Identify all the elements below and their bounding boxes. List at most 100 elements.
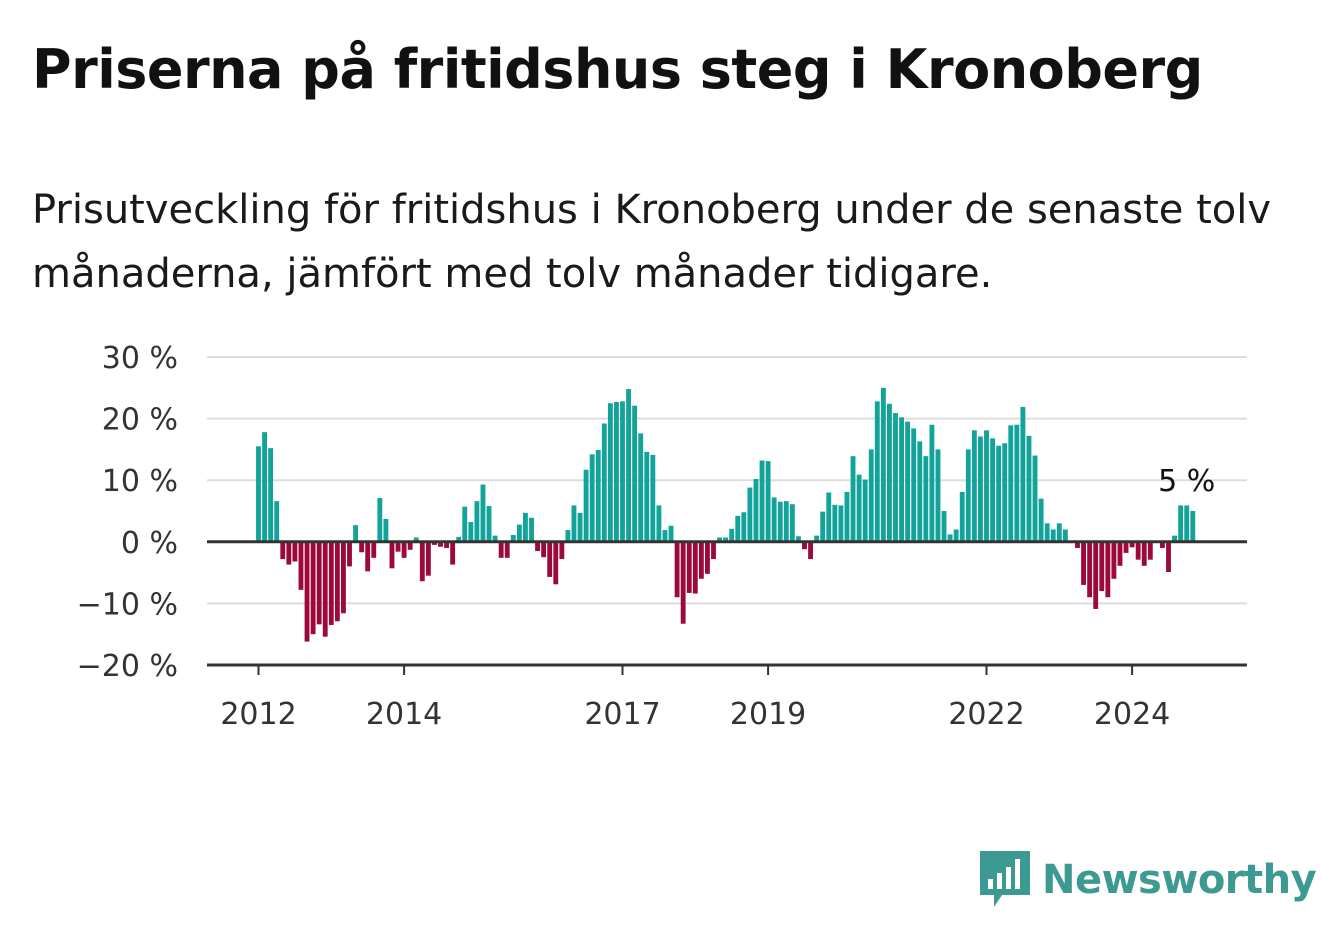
bar <box>1002 443 1008 542</box>
bar <box>856 474 862 542</box>
bar <box>698 541 704 579</box>
bar <box>280 541 286 560</box>
bar <box>765 461 771 542</box>
bar <box>850 456 856 542</box>
bar <box>401 541 407 558</box>
bar <box>413 537 419 542</box>
bar <box>268 448 274 542</box>
bar <box>644 451 650 542</box>
bar <box>911 428 917 542</box>
bar <box>322 541 328 637</box>
bar <box>796 536 801 542</box>
bar <box>923 456 929 542</box>
bar <box>984 430 989 542</box>
bar <box>650 454 656 542</box>
bar <box>820 511 826 542</box>
x-tick-label: 2017 <box>584 697 660 732</box>
chart-title: Priserna på fritidshus steg i Kronoberg <box>32 38 1203 101</box>
bar <box>450 541 456 565</box>
bar <box>711 541 716 560</box>
bar <box>935 449 941 542</box>
bar <box>444 541 449 548</box>
bar <box>929 424 935 542</box>
bar <box>1178 505 1184 542</box>
bar <box>1044 523 1050 542</box>
bar <box>759 460 765 542</box>
y-tick-label: 0 % <box>121 526 178 561</box>
bar <box>559 541 565 560</box>
bar <box>456 536 462 542</box>
bar <box>753 478 759 542</box>
bar <box>747 487 753 542</box>
bar <box>947 534 953 542</box>
bar <box>802 541 807 550</box>
bar <box>789 504 795 542</box>
bar <box>1038 498 1044 542</box>
bar <box>638 433 644 542</box>
bar <box>256 446 261 542</box>
bar <box>674 541 680 598</box>
bar <box>541 541 547 558</box>
bar <box>1014 424 1020 542</box>
bar <box>1056 523 1062 542</box>
bar <box>583 469 589 542</box>
y-tick-label: 30 % <box>102 341 178 376</box>
bar <box>395 541 401 552</box>
bar <box>547 541 553 577</box>
axes <box>207 540 1247 667</box>
bar <box>286 541 292 565</box>
bar <box>310 541 316 635</box>
bar <box>595 450 601 542</box>
bar <box>1111 541 1117 579</box>
bar <box>359 541 365 553</box>
bar <box>601 423 607 542</box>
bar <box>905 421 911 542</box>
brand-name: Newsworthy <box>1042 857 1317 903</box>
bar <box>978 436 983 542</box>
x-tick-label: 2022 <box>948 697 1024 732</box>
bar <box>1123 541 1129 553</box>
bar <box>1190 511 1196 542</box>
bar <box>553 541 559 585</box>
y-tick-label: −20 % <box>77 649 178 684</box>
x-tick-label: 2014 <box>366 697 442 732</box>
bar <box>1160 541 1165 548</box>
bar <box>729 528 735 542</box>
bar <box>492 535 498 542</box>
bar <box>941 511 947 542</box>
bar <box>893 413 898 542</box>
bar <box>274 501 280 542</box>
bar <box>1172 535 1177 542</box>
bar <box>1135 541 1141 560</box>
bar <box>808 541 813 560</box>
grid-lines <box>207 356 1247 605</box>
bar <box>341 541 346 614</box>
brand-logo: Newsworthy <box>980 850 1317 910</box>
bar <box>1032 455 1038 542</box>
bar <box>1020 406 1026 542</box>
y-tick-label: −10 % <box>77 587 178 622</box>
bar <box>365 541 371 572</box>
bar <box>880 387 886 542</box>
bar <box>626 389 631 542</box>
x-axis-ticks: 2012 2014 2017 2019 2022 2024 <box>220 665 1170 732</box>
bar <box>862 479 868 542</box>
bar <box>971 430 977 542</box>
bar <box>371 541 377 558</box>
bar <box>899 417 904 542</box>
bar <box>1093 541 1099 609</box>
bar <box>1166 541 1171 572</box>
bar <box>783 501 789 542</box>
bar <box>504 541 510 558</box>
bar <box>832 504 838 542</box>
x-tick-label: 2012 <box>220 697 296 732</box>
bar <box>347 541 352 567</box>
bar <box>1087 541 1093 598</box>
bar <box>632 405 638 542</box>
bar <box>868 449 874 542</box>
bar <box>887 403 892 542</box>
bar <box>614 401 619 542</box>
bar <box>498 541 504 558</box>
bar <box>1099 541 1105 592</box>
